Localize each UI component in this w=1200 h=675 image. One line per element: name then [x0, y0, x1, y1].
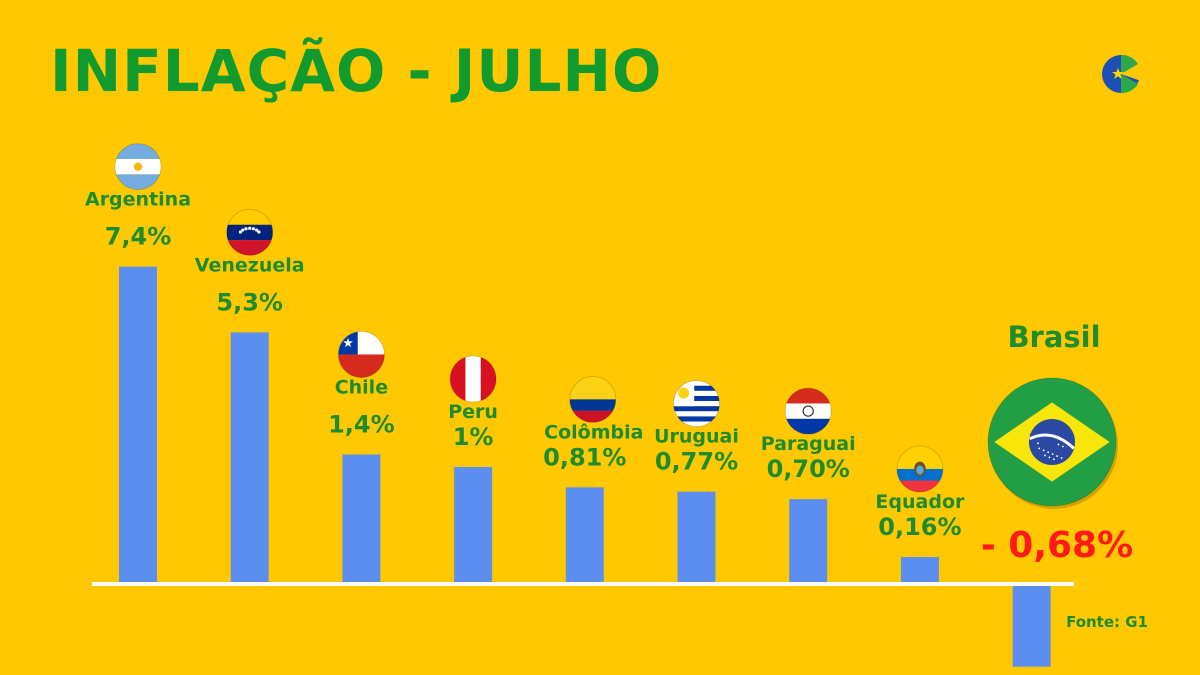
- bar: [1012, 584, 1051, 667]
- category-label: Equador: [875, 491, 965, 513]
- category-label: Chile: [335, 376, 388, 398]
- source-note: Fonte: G1: [1066, 613, 1148, 631]
- peru-flag-icon: [449, 355, 497, 403]
- value-label: - 0,68%: [981, 525, 1133, 566]
- category-label: Argentina: [85, 189, 191, 211]
- bar: [230, 332, 269, 584]
- bar-group-1: 7,4% Argentina: [85, 143, 191, 584]
- bar-group-7: 0,70%Paraguai: [761, 387, 856, 584]
- bar-group-5: 0,81%Colômbia: [543, 375, 643, 584]
- bar: [565, 487, 604, 584]
- venezuela-flag-icon: [226, 208, 274, 256]
- bar-group-3: 1,4% Chile: [328, 330, 395, 584]
- globe-star-logo-icon: [1102, 54, 1144, 94]
- category-label: Peru: [448, 401, 498, 423]
- bar-group-4: 1%Peru: [448, 355, 498, 584]
- value-label: 0,77%: [655, 448, 738, 476]
- ecuador-flag-icon: [896, 445, 944, 493]
- argentina-flag-icon: [114, 143, 162, 191]
- value-label: 1%: [453, 423, 494, 451]
- bar: [454, 467, 493, 584]
- value-label: 0,81%: [543, 443, 626, 471]
- category-label: Paraguai: [761, 433, 856, 455]
- category-label: Colômbia: [544, 421, 643, 443]
- value-label: 1,4%: [328, 410, 395, 438]
- category-label: Venezuela: [195, 254, 305, 276]
- value-label: 5,3%: [216, 288, 283, 316]
- value-label: 0,70%: [767, 455, 850, 483]
- bar: [900, 557, 939, 584]
- colombia-flag-icon: [569, 375, 617, 423]
- value-label: 0,16%: [878, 513, 961, 541]
- bar-group-8: 0,16%Equador: [875, 445, 965, 584]
- bar: [342, 454, 381, 584]
- paraguay-flag-icon: [784, 387, 832, 435]
- brazil-flag-icon: [987, 377, 1117, 507]
- bar: [789, 499, 828, 584]
- value-label: 7,4%: [105, 223, 172, 251]
- chile-flag-icon: [337, 330, 385, 378]
- chart-title: INFLAÇÃO - JULHO: [50, 37, 663, 105]
- bar-group-9: Brasil - 0,68%: [981, 320, 1133, 667]
- bar: [119, 266, 157, 584]
- uruguay-flag-icon: [673, 380, 720, 428]
- category-label: Uruguai: [654, 426, 739, 448]
- bar-group-6: 0,77%Uruguai: [654, 380, 739, 584]
- bar-group-2: 5,3% Venezuela: [195, 208, 305, 584]
- bar: [677, 491, 716, 584]
- category-label: Brasil: [1007, 320, 1100, 354]
